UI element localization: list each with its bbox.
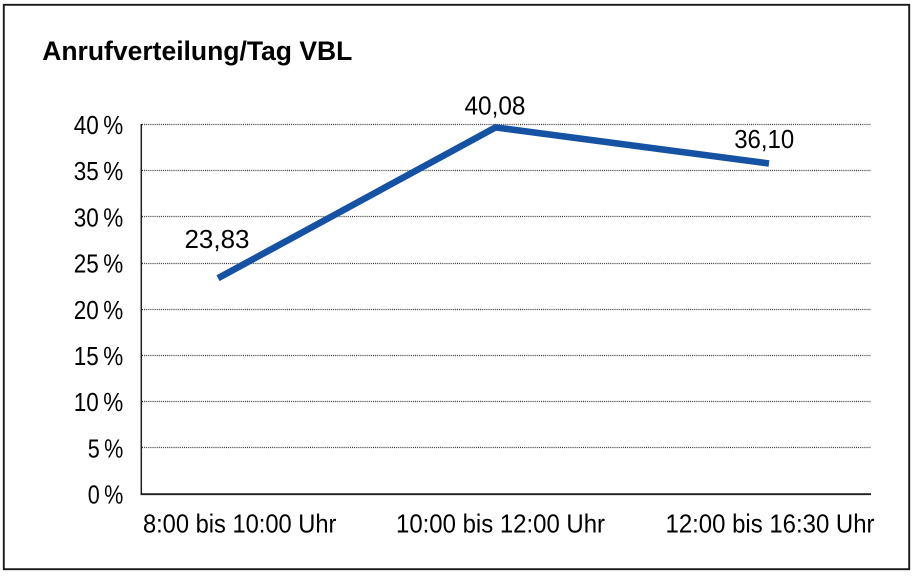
svg-text:0 %: 0 % bbox=[88, 479, 124, 509]
svg-text:20 %: 20 % bbox=[74, 295, 124, 325]
svg-text:30 %: 30 % bbox=[74, 202, 124, 232]
svg-text:25 %: 25 % bbox=[74, 249, 124, 279]
svg-text:40,08: 40,08 bbox=[465, 91, 526, 121]
svg-text:40 %: 40 % bbox=[74, 110, 124, 140]
svg-text:23,83: 23,83 bbox=[184, 224, 249, 254]
svg-text:10:00 bis 12:00 Uhr: 10:00 bis 12:00 Uhr bbox=[396, 509, 605, 539]
svg-text:12:00 bis 16:30 Uhr: 12:00 bis 16:30 Uhr bbox=[666, 509, 875, 539]
svg-text:8:00 bis 10:00 Uhr: 8:00 bis 10:00 Uhr bbox=[143, 509, 337, 539]
svg-text:36,10: 36,10 bbox=[734, 124, 794, 154]
svg-text:5 %: 5 % bbox=[88, 433, 124, 463]
svg-text:15 %: 15 % bbox=[74, 341, 124, 371]
svg-text:35 %: 35 % bbox=[74, 156, 124, 186]
svg-text:Anrufverteilung/Tag VBL: Anrufverteilung/Tag VBL bbox=[42, 36, 352, 66]
svg-text:10 %: 10 % bbox=[74, 387, 124, 417]
